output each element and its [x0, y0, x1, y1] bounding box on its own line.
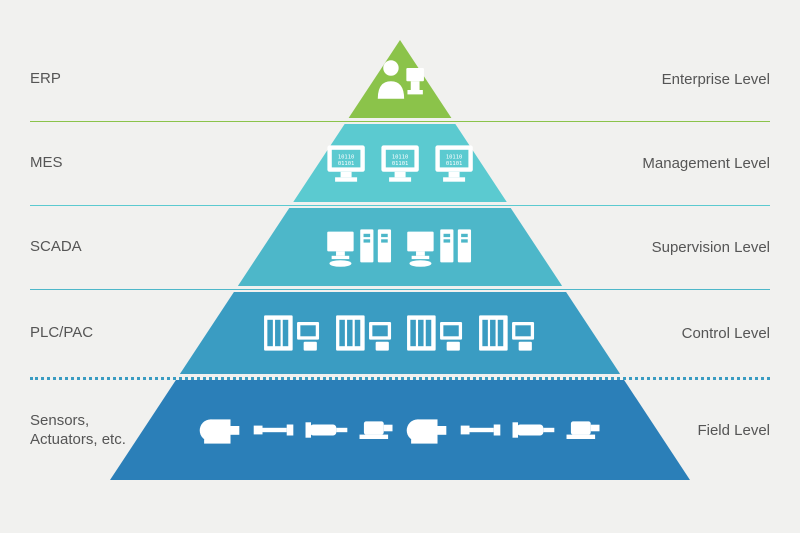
- level-divider: [30, 289, 770, 290]
- cylinder-icon: [513, 419, 557, 441]
- sensor-icon: [567, 417, 602, 443]
- workstation-icon: [325, 225, 395, 269]
- level-left-label: SCADA: [30, 237, 82, 257]
- pyramid-level-4: Sensors, Actuators, etc.Field Level: [0, 380, 800, 480]
- svg-text:01101: 01101: [338, 161, 355, 167]
- plc-icon: [477, 311, 539, 355]
- monitor-data-icon: 10110 01101: [378, 141, 422, 185]
- svg-text:01101: 01101: [446, 161, 463, 167]
- monitor-data-icon: 10110 01101: [324, 141, 368, 185]
- pyramid-level-2: SCADA Supervision Level: [0, 208, 800, 286]
- level-icons: [182, 380, 619, 480]
- level-icons: [236, 292, 564, 374]
- workstation-icon: [405, 225, 475, 269]
- level-divider: [30, 121, 770, 122]
- svg-text:10110: 10110: [446, 155, 463, 161]
- level-left-label: MES: [30, 153, 63, 173]
- svg-text:01101: 01101: [392, 161, 409, 167]
- level-right-label: Field Level: [697, 422, 770, 439]
- svg-text:10110: 10110: [338, 155, 355, 161]
- level-icons: [284, 208, 516, 286]
- level-right-label: Supervision Level: [652, 239, 770, 256]
- pyramid-level-1: MES Management Level 10110 01101 10110 01…: [0, 124, 800, 202]
- level-right-label: Enterprise Level: [662, 71, 770, 88]
- level-icons: 10110 01101 10110 01101 10110 01101: [331, 124, 469, 202]
- level-left-label: PLC/PAC: [30, 323, 93, 343]
- level-divider: [30, 205, 770, 206]
- level-right-label: Management Level: [642, 155, 770, 172]
- plc-icon: [405, 311, 467, 355]
- cylinder-icon: [306, 419, 350, 441]
- level-left-label: ERP: [30, 69, 61, 89]
- plc-icon: [333, 311, 395, 355]
- linear-icon: [459, 419, 503, 441]
- monitor-data-icon: 10110 01101: [432, 141, 476, 185]
- svg-text:10110: 10110: [392, 155, 409, 161]
- motor-icon: [198, 415, 242, 446]
- level-icons: [378, 40, 422, 118]
- pyramid-level-0: ERP Enterprise Level: [0, 40, 800, 118]
- plc-icon: [262, 311, 324, 355]
- level-right-label: Control Level: [682, 325, 770, 342]
- motor-icon: [405, 415, 449, 446]
- person-computer-icon: [371, 57, 428, 101]
- pyramid-level-3: PLC/PAC Control Level: [0, 292, 800, 374]
- linear-icon: [252, 419, 296, 441]
- sensor-icon: [360, 417, 395, 443]
